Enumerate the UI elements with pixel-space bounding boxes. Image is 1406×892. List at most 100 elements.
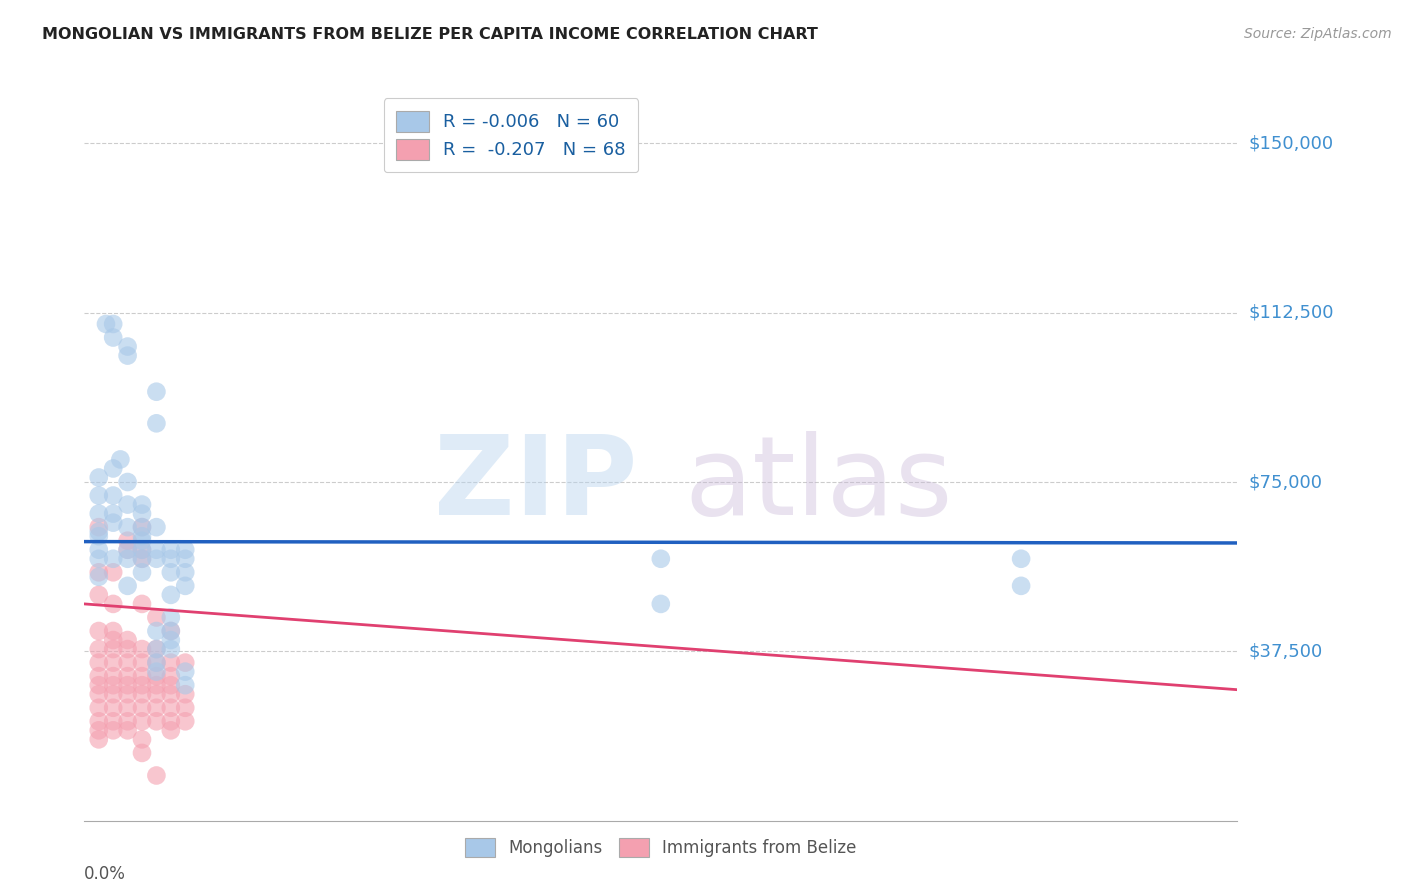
Point <box>131 520 153 534</box>
Point <box>117 579 139 593</box>
Point <box>174 665 197 679</box>
Point <box>131 678 153 692</box>
Text: Source: ZipAtlas.com: Source: ZipAtlas.com <box>1244 27 1392 41</box>
Point <box>131 551 153 566</box>
Point <box>87 507 110 521</box>
Point <box>160 624 183 638</box>
Point <box>131 687 153 701</box>
Point <box>145 610 167 624</box>
Point <box>103 687 124 701</box>
Point <box>103 330 124 344</box>
Point <box>174 566 197 580</box>
Point <box>131 533 153 548</box>
Point <box>174 656 197 670</box>
Point <box>117 723 139 738</box>
Point <box>117 475 139 489</box>
Point <box>103 551 124 566</box>
Point <box>87 551 110 566</box>
Point <box>160 714 183 729</box>
Point <box>87 524 110 539</box>
Point <box>160 633 183 648</box>
Point <box>87 542 110 557</box>
Point <box>160 656 183 670</box>
Point <box>131 642 153 657</box>
Point <box>117 642 139 657</box>
Point <box>160 542 183 557</box>
Text: $75,000: $75,000 <box>1249 473 1323 491</box>
Legend: Mongolians, Immigrants from Belize: Mongolians, Immigrants from Belize <box>451 825 870 871</box>
Point <box>103 566 124 580</box>
Point <box>131 566 153 580</box>
Point <box>131 498 153 512</box>
Point <box>103 597 124 611</box>
Point <box>117 669 139 683</box>
Point <box>103 516 124 530</box>
Point <box>117 520 139 534</box>
Point <box>145 768 167 782</box>
Point <box>103 624 124 638</box>
Point <box>117 656 139 670</box>
Point <box>87 566 110 580</box>
Point <box>131 597 153 611</box>
Point <box>110 452 132 467</box>
Point <box>160 624 183 638</box>
Point <box>103 317 124 331</box>
Point <box>145 542 167 557</box>
Point <box>87 723 110 738</box>
Point <box>117 340 139 354</box>
Point <box>117 542 139 557</box>
Point <box>160 669 183 683</box>
Point <box>174 700 197 714</box>
Point <box>87 529 110 543</box>
Point <box>145 624 167 638</box>
Point <box>174 714 197 729</box>
Text: $37,500: $37,500 <box>1249 642 1323 660</box>
Point <box>131 542 153 557</box>
Point <box>174 551 197 566</box>
Point <box>103 642 124 657</box>
Point <box>1010 551 1032 566</box>
Point <box>87 678 110 692</box>
Point <box>94 317 117 331</box>
Point <box>87 489 110 503</box>
Point <box>145 417 167 431</box>
Point <box>131 746 153 760</box>
Text: MONGOLIAN VS IMMIGRANTS FROM BELIZE PER CAPITA INCOME CORRELATION CHART: MONGOLIAN VS IMMIGRANTS FROM BELIZE PER … <box>42 27 818 42</box>
Point <box>117 533 139 548</box>
Point <box>145 384 167 399</box>
Point <box>87 470 110 484</box>
Point <box>131 732 153 747</box>
Point <box>117 678 139 692</box>
Point <box>145 642 167 657</box>
Point <box>103 669 124 683</box>
Point <box>103 461 124 475</box>
Point <box>117 687 139 701</box>
Point <box>160 566 183 580</box>
Point <box>650 551 672 566</box>
Point <box>145 687 167 701</box>
Point <box>117 498 139 512</box>
Point <box>117 700 139 714</box>
Point <box>160 723 183 738</box>
Point <box>145 656 167 670</box>
Point <box>87 732 110 747</box>
Point <box>1010 579 1032 593</box>
Point <box>160 678 183 692</box>
Point <box>145 551 167 566</box>
Point <box>103 633 124 648</box>
Point <box>160 610 183 624</box>
Point <box>160 687 183 701</box>
Point <box>117 633 139 648</box>
Point <box>87 642 110 657</box>
Point <box>117 551 139 566</box>
Point <box>117 542 139 557</box>
Point <box>87 570 110 584</box>
Text: 0.0%: 0.0% <box>84 864 127 882</box>
Point <box>87 588 110 602</box>
Point <box>131 520 153 534</box>
Point <box>103 714 124 729</box>
Point <box>117 349 139 363</box>
Point <box>174 678 197 692</box>
Point <box>131 542 153 557</box>
Point <box>87 687 110 701</box>
